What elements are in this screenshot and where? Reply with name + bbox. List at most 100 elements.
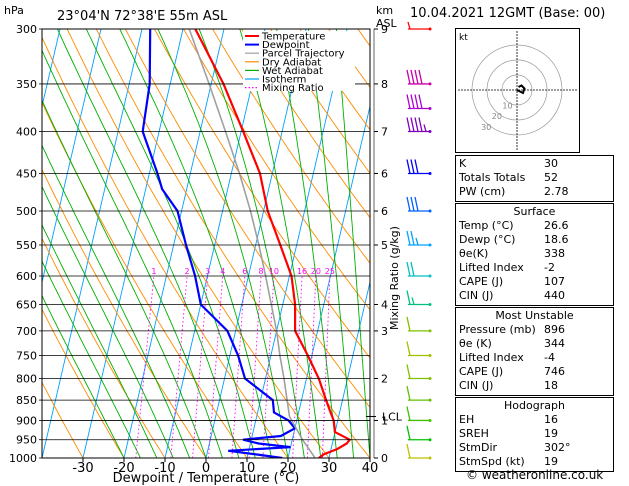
section-title: Most Unstable xyxy=(495,309,574,322)
x-tick-label: -30 xyxy=(72,461,93,476)
index-row: EH 16 xyxy=(459,413,610,427)
pressure-tick-label: 950 xyxy=(16,434,37,447)
km-tick-label: 9 xyxy=(381,23,388,36)
wind-barb xyxy=(406,364,432,380)
index-row: Lifted Index -4 xyxy=(459,351,610,365)
wind-barb xyxy=(406,94,432,111)
dry-adiabat-line xyxy=(42,381,84,458)
hpa-axis-title: hPa xyxy=(4,4,24,17)
hodograph-trace xyxy=(516,84,526,95)
wind-barb xyxy=(406,425,432,442)
index-row: θe (K) 344 xyxy=(459,337,610,351)
pressure-tick-label: 300 xyxy=(16,23,37,36)
pressure-tick-label: 700 xyxy=(16,325,37,338)
wind-barb xyxy=(406,69,432,86)
wind-barb xyxy=(406,385,432,402)
mixing-ratio-line xyxy=(231,275,246,458)
hodograph-ring-label: 10 xyxy=(502,102,512,111)
mixing-ratio-line xyxy=(135,275,155,458)
x-tick-label: 10 xyxy=(239,461,256,476)
mixing-ratio-line xyxy=(208,275,224,458)
x-tick-label: -10 xyxy=(154,461,175,476)
km-tick-label: 5 xyxy=(381,239,388,252)
index-label: CAPE (J) xyxy=(459,365,504,378)
mixing-ratio-line xyxy=(192,275,209,458)
index-value: 19 xyxy=(544,427,558,440)
hodograph-ring-label: 30 xyxy=(481,123,491,132)
index-label: EH xyxy=(459,413,475,426)
pressure-tick-label: 350 xyxy=(16,78,37,91)
isotherm-line xyxy=(123,29,225,458)
wind-barb xyxy=(406,341,432,357)
general-indices-box: K 30 Totals Totals 52 PW (cm) 2.78 xyxy=(455,155,614,202)
hodograph-unit-label: kt xyxy=(459,33,468,43)
index-value: 18.6 xyxy=(544,233,569,246)
index-row: Temp (°C) 26.6 xyxy=(459,219,610,233)
km-tick-label: 6 xyxy=(381,205,388,218)
credit-text: © weatheronline.co.uk xyxy=(466,468,604,482)
x-axis-label: Dewpoint / Temperature (°C) xyxy=(113,471,300,486)
mixing-ratio-label: 8 xyxy=(258,267,263,276)
index-value: -4 xyxy=(544,351,555,364)
pressure-tick-label: 600 xyxy=(16,270,37,283)
index-label: CAPE (J) xyxy=(459,275,504,288)
index-label: Totals Totals xyxy=(459,171,526,184)
mixing-ratio-label: 1 xyxy=(151,267,156,276)
index-label: Temp (°C) xyxy=(459,219,514,232)
mixing-ratio-axis-label: Mixing Ratio (g/kg) xyxy=(388,226,401,330)
dry-adiabat-line xyxy=(270,29,370,174)
km-tick-label: 6 xyxy=(381,167,388,180)
mixing-ratio-line xyxy=(248,275,262,458)
section-title: Hodograph xyxy=(504,399,565,412)
index-value: 302° xyxy=(544,441,571,454)
legend-entry: Mixing Ratio xyxy=(262,83,324,94)
wind-barb xyxy=(406,117,432,134)
hodograph-indices-box: Hodograph EH 16 SREH 19 StmDir 302° StmSpd (kt)… xyxy=(455,397,614,472)
km-tick-label: 8 xyxy=(381,78,388,91)
km-tick-label: 1 xyxy=(381,414,388,427)
most-unstable-box: Most Unstable Pressure (mb) 896 θe (K) 344 Li… xyxy=(455,307,614,396)
index-row: θe(K) 338 xyxy=(459,247,610,261)
wind-barb xyxy=(406,443,432,460)
x-tick-label: 0 xyxy=(202,461,210,476)
index-value: 18 xyxy=(544,379,558,392)
wind-barb xyxy=(406,159,432,175)
mixing-ratio-label: 10 xyxy=(269,267,279,276)
pressure-tick-label: 400 xyxy=(16,126,37,139)
dry-adiabat-line xyxy=(95,29,370,458)
index-label: CIN (J) xyxy=(459,379,494,392)
legend-entry: Dewpoint xyxy=(262,40,310,51)
wet-adiabat-line xyxy=(335,29,370,458)
index-value: 107 xyxy=(544,275,565,288)
mixing-ratio-line xyxy=(170,275,188,458)
hodograph-ring-label: 20 xyxy=(492,112,502,121)
legend-background xyxy=(243,31,355,91)
index-value: 26.6 xyxy=(544,219,569,232)
index-row: Totals Totals 52 xyxy=(459,171,610,185)
isotherm-line xyxy=(246,29,348,458)
x-tick-label: 20 xyxy=(280,461,297,476)
index-value: -2 xyxy=(544,261,555,274)
index-label: Lifted Index xyxy=(459,261,524,274)
wind-barb xyxy=(406,261,432,278)
mixing-ratio-label: 20 xyxy=(311,267,321,276)
dry-adiabat-line xyxy=(241,29,370,219)
index-label: Lifted Index xyxy=(459,351,524,364)
legend-entry: Parcel Trajectory xyxy=(262,49,345,60)
index-label: StmDir xyxy=(459,441,498,454)
km-tick-label: 4 xyxy=(381,299,388,312)
index-label: PW (cm) xyxy=(459,185,506,198)
wind-barb-column xyxy=(406,21,432,460)
index-label: CIN (J) xyxy=(459,289,494,302)
indices-panel: K 30 Totals Totals 52 PW (cm) 2.78 Surface Tem… xyxy=(455,155,614,473)
isotherm-line xyxy=(328,280,370,458)
index-row: Pressure (mb) 896 xyxy=(459,323,610,337)
pressure-tick-label: 800 xyxy=(16,372,37,385)
wind-barb xyxy=(406,316,432,333)
mixing-ratio-label: 2 xyxy=(185,267,190,276)
dry-adiabat-line xyxy=(212,29,370,264)
km-tick-label: 0 xyxy=(381,452,388,465)
index-row: Dewp (°C) 18.6 xyxy=(459,233,610,247)
wet-adiabat-line xyxy=(85,29,256,458)
index-value: 338 xyxy=(544,247,565,260)
